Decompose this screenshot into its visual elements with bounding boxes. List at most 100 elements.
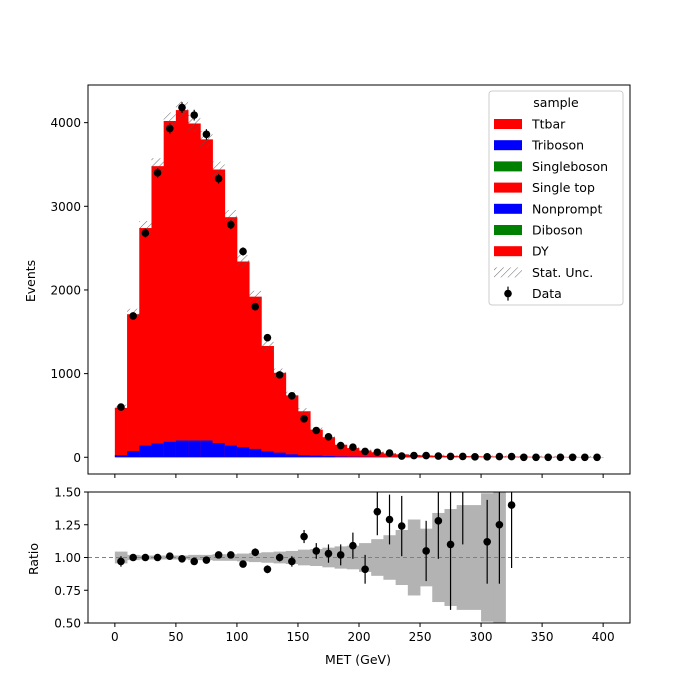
- legend-swatch: [494, 203, 522, 214]
- x-tick-label: 200: [348, 630, 371, 644]
- legend-label: Singleboson: [532, 159, 608, 174]
- data-point: [227, 220, 235, 229]
- legend-swatch: [494, 267, 522, 278]
- ttbar-bar: [310, 429, 323, 458]
- ttbar-bar: [297, 411, 311, 458]
- stat-unc-band: [236, 255, 250, 268]
- x-tick-label: 150: [287, 630, 310, 644]
- ratio-panel: 0.50 0.75 1.00 1.25 1.50 0 50 100 150 200 250 300 35…: [54, 486, 631, 644]
- ratio-point: [324, 549, 333, 558]
- data-point: [190, 111, 199, 119]
- ratio-unc-band: [261, 552, 274, 563]
- data-point: [507, 452, 516, 461]
- data-point: [385, 449, 394, 457]
- ratio-unc-band: [249, 552, 262, 563]
- data-point: [141, 229, 150, 237]
- ratio-point: [117, 557, 125, 566]
- triboson-bar: [310, 455, 323, 458]
- ratio-point: [251, 548, 260, 557]
- ttbar-bar: [261, 346, 274, 458]
- ratio-point: [422, 547, 430, 555]
- upper-panel: 0 1000 2000 3000 4000: [50, 84, 631, 478]
- triboson-bar: [297, 455, 311, 458]
- stat-unc-band: [297, 408, 311, 415]
- triboson-bar: [139, 445, 152, 458]
- triboson-bar: [175, 440, 189, 458]
- data-point: [568, 453, 577, 462]
- ratio-unc-band: [297, 549, 311, 566]
- triboson-bar: [200, 440, 213, 458]
- ttbar-bar: [249, 296, 262, 458]
- legend-title: sample: [533, 95, 579, 110]
- data-point: [410, 451, 418, 460]
- ratio-point: [178, 555, 186, 563]
- data-point: [397, 452, 406, 460]
- ratio-y-axis-label: Ratio: [26, 543, 41, 575]
- ratio-point: [202, 556, 211, 564]
- data-point: [532, 453, 540, 462]
- ttbar-bar: [151, 166, 165, 458]
- triboson-bar: [261, 451, 274, 458]
- y-tick-label: 1000: [50, 367, 81, 381]
- ratio-point: [507, 501, 516, 509]
- triboson-bar: [285, 454, 299, 458]
- ratio-y-tick-label: 1.00: [54, 551, 81, 565]
- legend-swatch: [504, 289, 512, 298]
- ttbar-bar: [273, 372, 287, 458]
- legend-label: Nonprompt: [532, 201, 602, 216]
- ratio-point: [165, 552, 174, 560]
- data-point: [544, 453, 553, 462]
- ttbar-bar: [175, 110, 189, 458]
- ttbar-bar: [188, 123, 201, 458]
- ratio-point: [361, 565, 369, 574]
- data-point: [288, 391, 296, 400]
- ttbar-bar: [163, 120, 177, 458]
- legend-box: [488, 90, 624, 306]
- data-point: [251, 302, 260, 311]
- x-tick-label: 300: [470, 630, 493, 644]
- data-point: [202, 130, 211, 139]
- legend-swatch: [494, 246, 522, 257]
- legend-label: Single top: [532, 180, 595, 195]
- data-point: [312, 426, 321, 435]
- legend-swatch: [494, 140, 522, 151]
- triboson-bar: [334, 456, 348, 458]
- ratio-unc-band: [395, 529, 409, 586]
- ttbar-bar: [236, 261, 250, 458]
- ratio-point: [483, 537, 491, 546]
- data-point: [349, 443, 357, 452]
- triboson-bar: [359, 456, 372, 458]
- ratio-point: [385, 515, 394, 524]
- triboson-bar: [212, 443, 226, 458]
- ratio-unc-band: [407, 519, 421, 596]
- ratio-point: [263, 565, 272, 574]
- triboson-bar: [188, 440, 201, 458]
- data-point: [178, 103, 186, 112]
- data-point: [336, 441, 345, 450]
- data-point: [214, 174, 223, 183]
- ratio-point: [397, 522, 406, 530]
- triboson-bar: [127, 450, 140, 458]
- ratio-point: [434, 517, 443, 525]
- legend-label: DY: [532, 244, 549, 259]
- x-tick-label: 350: [531, 630, 554, 644]
- ratio-point: [446, 540, 455, 549]
- data-point: [275, 371, 284, 379]
- x-tick-label: 400: [592, 630, 615, 644]
- ratio-y-tick-label: 0.75: [54, 584, 81, 598]
- data-point: [446, 452, 455, 461]
- ratio-point: [288, 557, 296, 566]
- data-point: [373, 448, 382, 457]
- ratio-point: [239, 560, 247, 568]
- ratio-point: [129, 553, 137, 562]
- ratio-point: [495, 520, 504, 529]
- data-point: [153, 169, 162, 177]
- legend-swatch: [494, 161, 522, 172]
- data-point: [593, 453, 601, 462]
- stat-unc-band: [212, 161, 225, 178]
- data-point: [324, 432, 333, 441]
- data-point: [483, 453, 491, 461]
- triboson-bar: [236, 447, 250, 458]
- ratio-y-tick-label: 0.50: [54, 617, 81, 631]
- legend-swatch: [494, 225, 522, 235]
